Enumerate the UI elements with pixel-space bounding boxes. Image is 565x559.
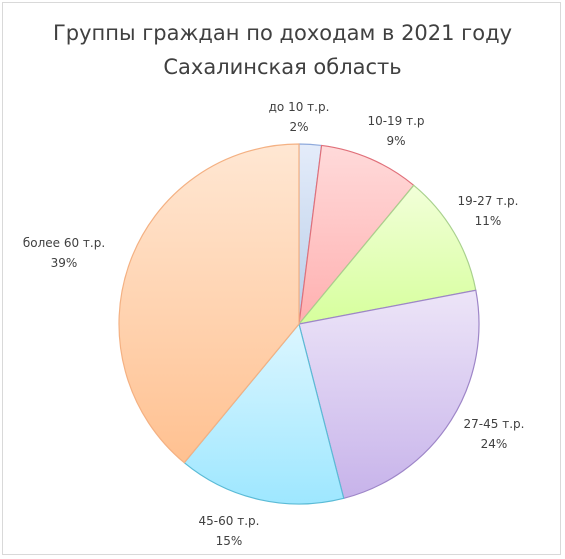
pie-slice-2: [298, 144, 415, 325]
slice-value-label: 15%: [216, 534, 243, 548]
slice-category-label: 10-19 т.р: [367, 114, 424, 128]
pie-slices: [118, 143, 480, 505]
chart-subtitle: Сахалинская область: [163, 55, 402, 79]
pie-slice-6: [118, 143, 300, 464]
pie-slice-3: [298, 184, 477, 325]
slice-category-label: до 10 т.р.: [269, 100, 330, 114]
slice-value-label: 24%: [481, 437, 508, 451]
pie-slice-4: [298, 289, 480, 499]
slice-category-label: 45-60 т.р.: [199, 514, 260, 528]
slice-value-label: 2%: [289, 120, 308, 134]
slice-category-label: 19-27 т.р.: [458, 194, 519, 208]
chart-title: Группы граждан по доходам в 2021 году: [52, 21, 513, 45]
pie-slice-5: [183, 323, 345, 505]
slice-value-label: 9%: [386, 134, 405, 148]
data-labels: до 10 т.р. 2% 10-19 т.р 9% 19-27 т.р. 11% 27-4…: [23, 100, 525, 548]
slice-value-label: 39%: [51, 256, 78, 270]
slice-category-label: более 60 т.р.: [23, 236, 105, 250]
slice-category-label: 27-45 т.р.: [464, 417, 525, 431]
slice-value-label: 11%: [475, 214, 502, 228]
